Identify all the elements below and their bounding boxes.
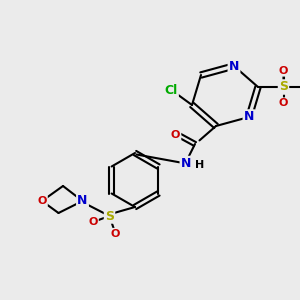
Text: O: O: [111, 229, 120, 239]
Text: S: S: [105, 209, 114, 223]
Text: O: O: [279, 65, 288, 76]
Text: N: N: [181, 157, 191, 170]
Text: O: O: [279, 98, 288, 109]
Text: H: H: [195, 160, 204, 170]
Text: N: N: [229, 59, 239, 73]
Text: Cl: Cl: [164, 83, 178, 97]
Text: S: S: [279, 80, 288, 94]
Text: O: O: [88, 217, 98, 227]
Text: N: N: [77, 194, 88, 208]
Text: N: N: [244, 110, 254, 124]
Text: O: O: [37, 196, 47, 206]
Text: O: O: [171, 130, 180, 140]
